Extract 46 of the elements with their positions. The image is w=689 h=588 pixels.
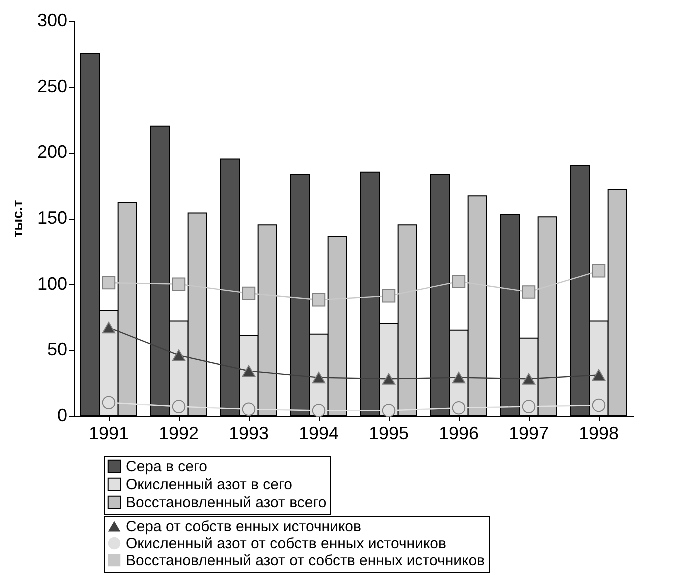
point — [522, 286, 536, 299]
y-tick-label: 150 — [37, 208, 68, 228]
point — [242, 365, 256, 378]
legend-label: Восстановленный азот от собств енных источников — [126, 552, 486, 570]
point — [312, 372, 326, 384]
point — [242, 402, 256, 416]
point — [592, 264, 606, 278]
y-tick-label: 0 — [57, 406, 68, 426]
legend-label: Окисленный азот от собств енных источников — [126, 536, 447, 552]
x-tick-label: 1993 — [228, 424, 270, 444]
y-axis-title: тыс.т — [9, 200, 26, 238]
point — [172, 350, 186, 362]
point — [172, 278, 186, 291]
point — [452, 275, 466, 288]
x-tick-label: 1997 — [508, 424, 550, 444]
point — [172, 400, 186, 414]
x-tick-label: 1994 — [298, 424, 340, 444]
point — [102, 396, 116, 410]
legend-label: Восстановленный азот всего — [126, 494, 327, 512]
x-tick-label: 1998 — [578, 424, 620, 444]
y-tick-label: 50 — [47, 340, 68, 360]
point — [312, 404, 326, 418]
x-tick-label: 1996 — [438, 424, 480, 444]
point — [592, 398, 606, 412]
legend-label: Сера от собств енных источников — [126, 518, 362, 536]
x-tick-label: 1991 — [88, 424, 130, 444]
legend-label: Сера в сего — [126, 458, 208, 476]
point — [592, 369, 606, 381]
y-tick-label: 250 — [37, 76, 68, 96]
x-tick-label: 1992 — [158, 424, 200, 444]
point — [522, 400, 536, 414]
point — [382, 404, 396, 418]
y-tick-label: 200 — [37, 142, 68, 162]
point — [242, 286, 256, 300]
point — [522, 373, 536, 385]
point — [382, 373, 396, 385]
point — [102, 276, 116, 290]
point — [452, 372, 466, 384]
point — [382, 290, 396, 303]
y-tick-label: 300 — [37, 10, 68, 30]
y-tick-label: 100 — [37, 274, 68, 294]
point — [312, 294, 326, 307]
x-tick-label: 1995 — [368, 424, 410, 444]
point — [102, 322, 116, 334]
legend-label: Окисленный азот в сего — [126, 476, 292, 494]
point — [452, 401, 466, 415]
